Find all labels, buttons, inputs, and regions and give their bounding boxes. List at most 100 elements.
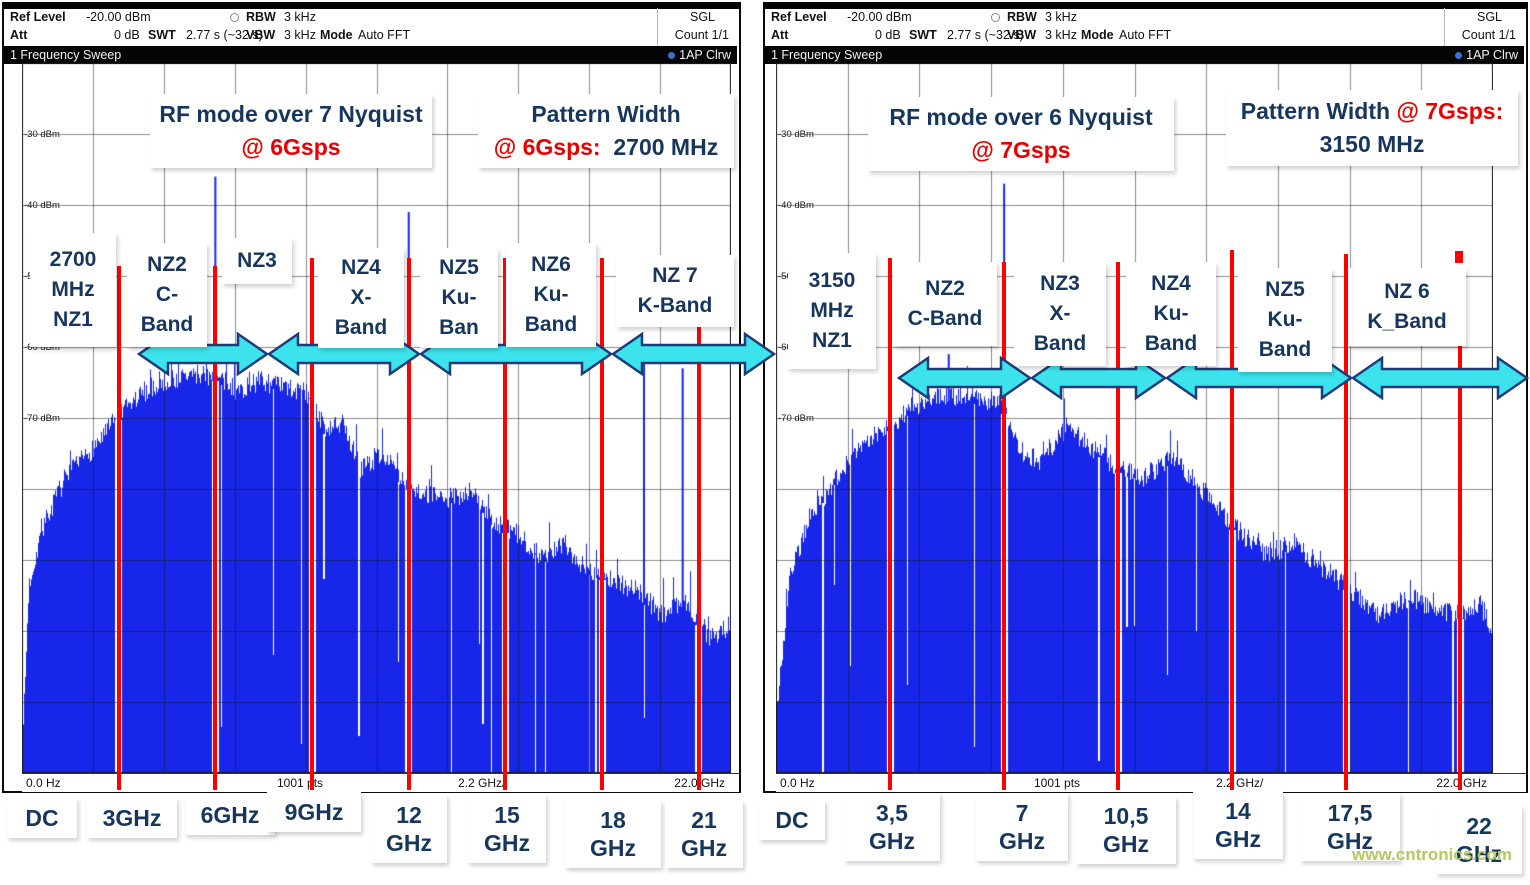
mode-label: Mode bbox=[1081, 28, 1114, 42]
zone-label-line: MHz bbox=[51, 278, 95, 301]
annotation-text: 3150 MHz bbox=[1319, 131, 1425, 157]
annotation-text: @ 6Gsps bbox=[241, 134, 341, 160]
frequency-label-line: 7 bbox=[1015, 800, 1029, 826]
frequency-label-22GHz: 22 GHz bbox=[1436, 806, 1522, 874]
vbw-value: 3 kHz bbox=[1045, 28, 1077, 42]
att-value: 0 dB bbox=[114, 28, 140, 42]
nyquist-zone-label-nz2: NZ2 C- Band bbox=[127, 243, 207, 347]
nyquist-zone-label-nz6: NZ 6 K_Band bbox=[1348, 268, 1466, 346]
annotation-text: RF mode over 7 Nyquist bbox=[159, 101, 423, 127]
frequency-label-line: GHz bbox=[1327, 828, 1373, 854]
trace-mode-label: 1AP Clrw bbox=[1455, 46, 1518, 64]
red-marker bbox=[1455, 251, 1463, 263]
ref-level-value: -20.00 dBm bbox=[86, 10, 151, 24]
swt-value: 2.77 s (~32 s) bbox=[947, 28, 1024, 42]
zone-label-line: K_Band bbox=[1367, 310, 1447, 333]
annotation-text: @ 6Gsps: bbox=[493, 134, 601, 160]
frequency-label-line: GHz bbox=[386, 830, 432, 856]
zone-label-line: Ku- bbox=[1153, 302, 1189, 325]
vbw-label: VBW bbox=[1007, 28, 1037, 42]
trace-active-icon bbox=[668, 52, 676, 59]
amplitude-label--30: -30 dBm bbox=[24, 129, 60, 140]
single-sweep-indicator: SGL bbox=[1476, 10, 1502, 24]
zone-label-line: NZ5 bbox=[1265, 278, 1305, 301]
rf-mode-annotation: RF mode over 7 Nyquist @ 6Gsps bbox=[150, 94, 432, 168]
annotation-line: RF mode over 6 Nyquist bbox=[868, 101, 1174, 134]
zone-label-line: NZ2 bbox=[147, 253, 187, 276]
swt-value: 2.77 s (~32 s) bbox=[186, 28, 263, 42]
nyquist-zone-label-nz6: NZ6 Ku- Band bbox=[506, 243, 596, 347]
double-arrow-icon bbox=[896, 355, 1033, 401]
trace-mode-text: 1AP Clrw bbox=[1466, 48, 1518, 62]
rbw-value: 3 kHz bbox=[284, 10, 316, 24]
zone-label-line: Band bbox=[334, 316, 388, 339]
rbw-value: 3 kHz bbox=[1045, 10, 1077, 24]
zone-label-line: NZ3 bbox=[237, 249, 277, 272]
nyquist-zone-label-nz5: NZ5 Ku- Band bbox=[1238, 268, 1332, 372]
ref-level-value: -20.00 dBm bbox=[847, 10, 912, 24]
zone-label-line: X- bbox=[350, 286, 372, 309]
zone-label-line: NZ4 bbox=[1151, 272, 1191, 295]
zone-label-line: K-Band bbox=[637, 294, 713, 317]
header-divider bbox=[657, 8, 658, 46]
nyquist-boundary-line-6ghz bbox=[213, 266, 218, 790]
sweep-points: 1001 pts bbox=[277, 776, 324, 790]
zone-label-line: Ku- bbox=[441, 286, 477, 309]
att-label: Att bbox=[10, 28, 28, 42]
annotation-text: @ 7Gsps: bbox=[1396, 98, 1504, 124]
rf-mode-annotation: RF mode over 6 Nyquist @ 7Gsps bbox=[868, 97, 1174, 171]
nyquist-zone-label-nz7: NZ 7 K-Band bbox=[616, 255, 734, 327]
single-sweep-indicator: SGL bbox=[689, 10, 715, 24]
rbw-coupling-icon bbox=[230, 13, 239, 22]
rbw-coupling-icon bbox=[991, 13, 1000, 22]
header-divider bbox=[1444, 8, 1445, 46]
frequency-label-line: GHz bbox=[484, 830, 530, 856]
frequency-label-line: 21 bbox=[691, 807, 717, 833]
zone-label-line: Band bbox=[1144, 332, 1198, 355]
frequency-label-9GHz: 9GHz bbox=[267, 792, 361, 832]
frequency-label-10_5GHz: 10,5 GHz bbox=[1076, 796, 1176, 864]
frequency-label-DC: DC bbox=[759, 800, 825, 840]
sweep-count: Count 1/1 bbox=[674, 28, 729, 42]
nyquist-boundary-line-3.5ghz bbox=[888, 258, 893, 790]
frequency-label-line: 3,5 bbox=[876, 800, 908, 826]
nyquist-boundary-line-18ghz bbox=[600, 258, 605, 790]
frequency-label-line: 10,5 bbox=[1103, 803, 1149, 829]
trace-mode-text: 1AP Clrw bbox=[679, 48, 731, 62]
nyquist-zone-label-3150: 3150 MHz NZ1 bbox=[788, 253, 876, 369]
zone-label-line: Band bbox=[140, 313, 194, 336]
frequency-label-line: GHz bbox=[869, 828, 915, 854]
zone-label-line: NZ3 bbox=[1040, 272, 1080, 295]
frequency-label-line: 22 bbox=[1466, 813, 1492, 839]
nyquist-boundary-line-15ghz bbox=[503, 258, 508, 790]
frequency-label-7GHz: 7 GHz bbox=[976, 793, 1068, 861]
frequency-label-line: GHz bbox=[1215, 826, 1261, 852]
amplitude-label--70: -70 dBm bbox=[778, 413, 814, 424]
spectrum-trace-canvas bbox=[22, 63, 731, 773]
frequency-label-15GHz: 15 GHz bbox=[468, 795, 546, 863]
start-frequency: 0.0 Hz bbox=[26, 776, 61, 790]
amplitude-label--40: -40 dBm bbox=[24, 200, 60, 211]
frequency-label-line: GHz bbox=[999, 828, 1045, 854]
annotation-text: RF mode over 6 Nyquist bbox=[889, 104, 1153, 130]
zone-label-line: NZ4 bbox=[341, 256, 381, 279]
nyquist-zone-label-2700: 2700 MHz NZ1 bbox=[30, 233, 116, 347]
zone-label-line: Band bbox=[1258, 338, 1312, 361]
annotation-text: @ 7Gsps bbox=[971, 137, 1071, 163]
nyquist-boundary-line-14ghz bbox=[1230, 250, 1235, 790]
nyquist-zone-label-nz4: NZ4 Ku- Band bbox=[1126, 262, 1216, 366]
nyquist-zone-label-nz3: NZ3 bbox=[222, 238, 292, 284]
trace-title: 1 Frequency Sweep bbox=[771, 48, 883, 62]
nyquist-boundary-line-21ghz bbox=[1458, 335, 1463, 790]
zone-label-line: Ku- bbox=[1267, 308, 1303, 331]
annotation-line: Pattern Width @ 7Gsps: bbox=[1226, 95, 1518, 128]
att-label: Att bbox=[771, 28, 789, 42]
nyquist-zone-label-nz5: NZ5 Ku- Ban bbox=[420, 248, 498, 348]
vbw-value: 3 kHz bbox=[284, 28, 316, 42]
frequency-label-line: GHz bbox=[1456, 841, 1502, 867]
watermark: www.cntronics.com bbox=[1352, 845, 1512, 864]
amplitude-label--40: -40 dBm bbox=[778, 200, 814, 211]
zone-label-line: 3150 bbox=[808, 269, 856, 292]
double-arrow-icon bbox=[1350, 355, 1530, 401]
